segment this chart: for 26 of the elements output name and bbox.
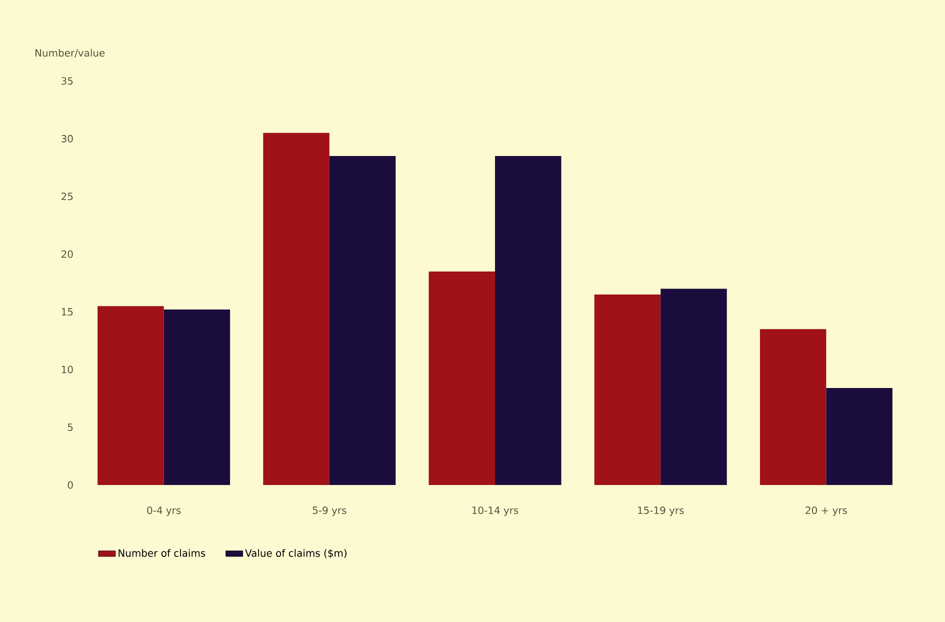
x-tick-label: 20 + yrs [806,506,847,516]
bar [495,156,562,485]
bar [594,294,661,485]
x-tick-label: 0-4 yrs [147,506,181,516]
legend-label: Value of claims ($m) [245,549,346,558]
y-tick-label: 15 [62,308,73,316]
y-tick-label: 30 [62,134,73,142]
y-tick-label: 10 [62,366,73,374]
bar [826,388,892,485]
bar [263,132,330,485]
x-tick-label: 5-9 yrs [312,506,346,516]
x-tick-label: 10-14 yrs [472,506,518,516]
bar [660,288,727,485]
legend-label: Number of claims [118,549,206,557]
bar [760,329,826,485]
y-tick-label: 0 [68,481,73,489]
y-tick-label: 20 [62,250,73,258]
y-tick-label: 5 [68,424,73,431]
y-axis-title: Number/value [36,48,105,58]
bar [329,156,396,485]
bar [164,310,230,485]
y-tick-label: 35 [62,77,73,85]
bar [428,271,496,485]
y-tick-label: 25 [62,192,73,200]
x-tick-label: 15-19 yrs [638,506,684,516]
bar [98,306,164,485]
